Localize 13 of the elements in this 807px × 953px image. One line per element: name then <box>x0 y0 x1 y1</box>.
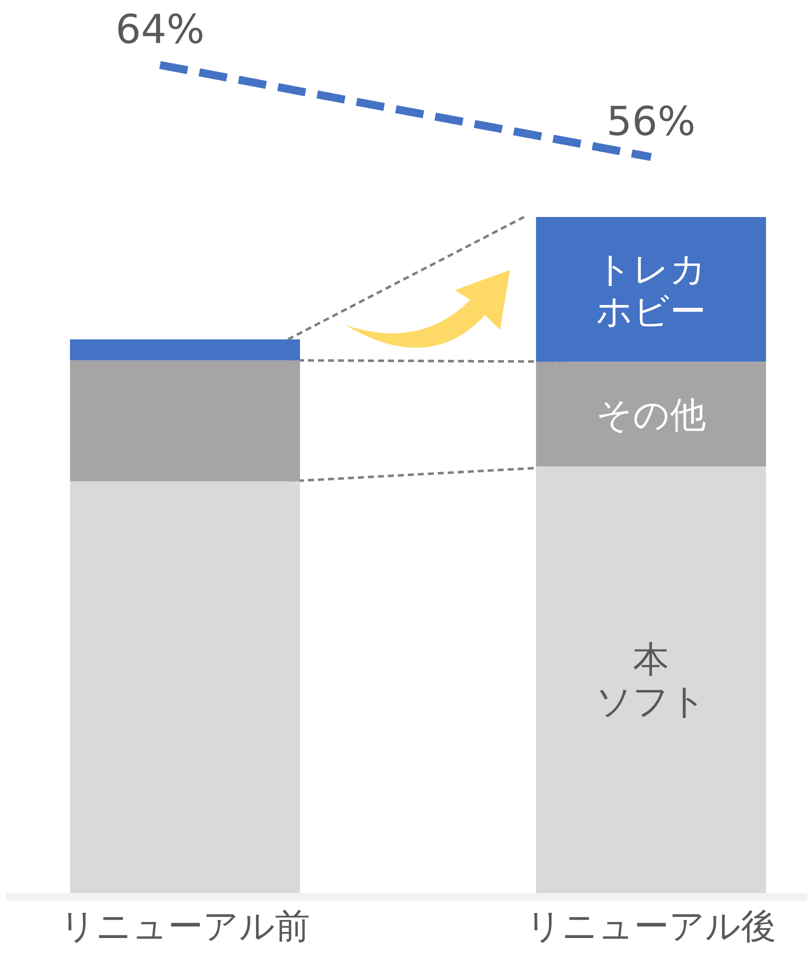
data-label: 64% <box>116 7 204 53</box>
series-label: その他 <box>596 395 706 436</box>
bar <box>536 217 766 362</box>
data-label: 56% <box>606 99 696 145</box>
bar <box>536 362 766 466</box>
series-label: 本ソフト <box>596 640 706 723</box>
series-label: トレカホビー <box>596 249 706 332</box>
x-tick-label: リニューアル前 <box>60 907 310 947</box>
bar <box>536 466 766 893</box>
bar <box>70 360 300 482</box>
bar <box>70 339 300 360</box>
x-tick-label: リニューアル後 <box>526 907 776 947</box>
bar <box>70 481 300 893</box>
